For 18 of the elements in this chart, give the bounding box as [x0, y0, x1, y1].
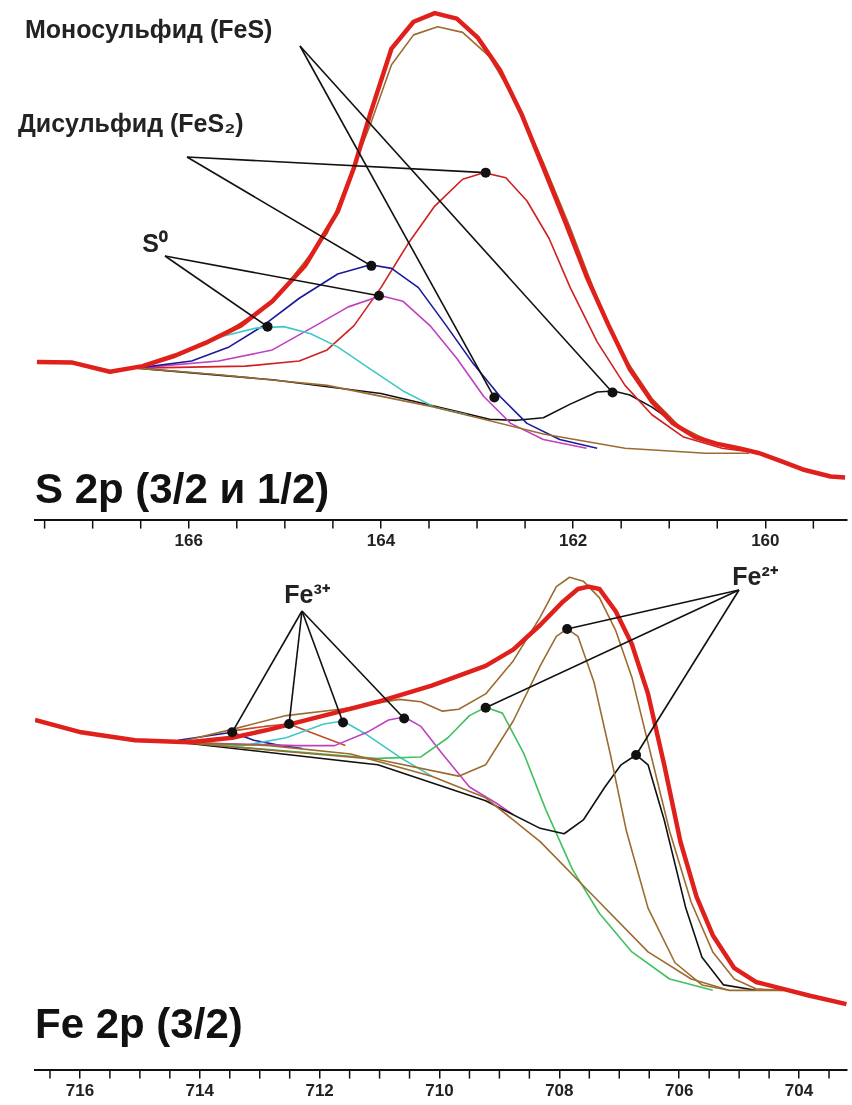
- x-tick-label: 164: [366, 531, 396, 551]
- x-tick-label: 714: [185, 1081, 215, 1101]
- annotation: S⁰: [142, 229, 168, 257]
- x-tick-label: 708: [545, 1081, 574, 1101]
- x-tick-label: 704: [784, 1081, 814, 1101]
- annotation: Fe³⁺: [284, 580, 331, 608]
- x-tick-label: 712: [305, 1081, 334, 1101]
- x-tick-label: 710: [425, 1081, 454, 1101]
- text: Fe 2p (3/2): [35, 1000, 243, 1047]
- x-tick-label: 160: [751, 531, 780, 551]
- annotation: Дисульфид (FeS₂): [18, 109, 244, 137]
- text: S 2p (3/2 и 1/2): [35, 465, 330, 512]
- annotation: Моносульфид (FeS): [25, 15, 273, 43]
- x-tick-label: 166: [174, 531, 203, 551]
- x-tick-label: 706: [665, 1081, 694, 1101]
- x-tick-label: 716: [65, 1081, 95, 1101]
- annotation: Fe²⁺: [732, 562, 779, 590]
- x-tick-label: 162: [558, 531, 588, 551]
